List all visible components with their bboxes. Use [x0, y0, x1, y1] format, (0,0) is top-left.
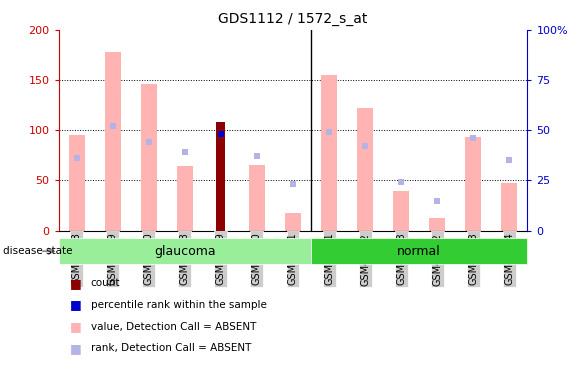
Bar: [393, 190, 409, 231]
Bar: [429, 217, 445, 231]
Text: glaucoma: glaucoma: [154, 245, 216, 258]
Bar: [141, 84, 157, 231]
Bar: [249, 165, 265, 231]
Text: GSM44944: GSM44944: [505, 232, 515, 285]
Text: ■: ■: [70, 277, 82, 290]
Text: GSM44909: GSM44909: [108, 232, 118, 285]
Text: GSM44942: GSM44942: [432, 232, 442, 285]
Text: ■: ■: [70, 320, 82, 333]
Bar: [357, 108, 373, 231]
Bar: [501, 183, 517, 231]
Text: disease state: disease state: [3, 246, 73, 256]
Text: GSM44941: GSM44941: [288, 232, 298, 285]
Text: GSM44913: GSM44913: [396, 232, 406, 285]
Bar: [465, 137, 482, 231]
Bar: [285, 213, 301, 231]
Bar: [69, 135, 85, 231]
Text: GSM44943: GSM44943: [468, 232, 478, 285]
Bar: [311, 238, 527, 264]
Text: GSM44911: GSM44911: [324, 232, 334, 285]
Bar: [216, 122, 226, 231]
Bar: [321, 75, 337, 231]
Text: GSM44938: GSM44938: [180, 232, 190, 285]
Text: GSM44940: GSM44940: [252, 232, 262, 285]
Bar: [59, 238, 311, 264]
Text: GSM44939: GSM44939: [216, 232, 226, 285]
Bar: [177, 166, 193, 231]
Text: normal: normal: [397, 245, 441, 258]
Text: GSM44908: GSM44908: [71, 232, 81, 285]
Title: GDS1112 / 1572_s_at: GDS1112 / 1572_s_at: [219, 12, 367, 26]
Bar: [104, 52, 121, 231]
Text: rank, Detection Call = ABSENT: rank, Detection Call = ABSENT: [91, 344, 251, 353]
Text: GSM44912: GSM44912: [360, 232, 370, 285]
Text: ■: ■: [70, 342, 82, 355]
Text: percentile rank within the sample: percentile rank within the sample: [91, 300, 267, 310]
Text: GSM44910: GSM44910: [144, 232, 154, 285]
Text: ■: ■: [70, 298, 82, 311]
Text: value, Detection Call = ABSENT: value, Detection Call = ABSENT: [91, 322, 256, 332]
Text: count: count: [91, 278, 120, 288]
